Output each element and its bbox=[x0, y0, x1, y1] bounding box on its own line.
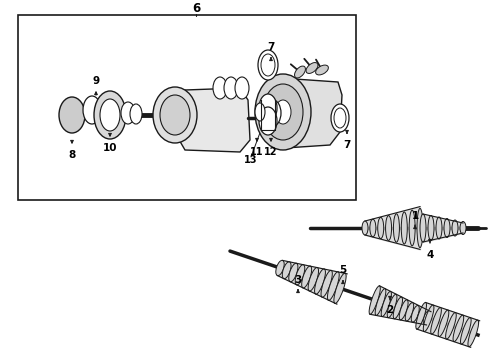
Bar bbox=[18, 15, 356, 200]
Ellipse shape bbox=[378, 217, 384, 239]
Ellipse shape bbox=[453, 315, 464, 342]
Text: 7: 7 bbox=[268, 42, 275, 52]
Text: 1: 1 bbox=[412, 211, 418, 221]
Ellipse shape bbox=[387, 294, 397, 318]
Ellipse shape bbox=[306, 63, 318, 73]
Ellipse shape bbox=[100, 99, 120, 131]
Ellipse shape bbox=[265, 100, 281, 126]
Ellipse shape bbox=[259, 94, 277, 122]
Ellipse shape bbox=[302, 266, 312, 288]
Polygon shape bbox=[416, 302, 480, 347]
Ellipse shape bbox=[420, 214, 426, 242]
Ellipse shape bbox=[59, 97, 85, 133]
Ellipse shape bbox=[121, 102, 135, 124]
Ellipse shape bbox=[444, 219, 450, 238]
Ellipse shape bbox=[362, 221, 368, 235]
Ellipse shape bbox=[275, 100, 291, 124]
Ellipse shape bbox=[235, 77, 249, 99]
Ellipse shape bbox=[375, 289, 386, 315]
Ellipse shape bbox=[224, 77, 238, 99]
Ellipse shape bbox=[316, 65, 328, 75]
Ellipse shape bbox=[94, 91, 126, 139]
Ellipse shape bbox=[331, 104, 349, 132]
Ellipse shape bbox=[276, 260, 284, 276]
Ellipse shape bbox=[423, 311, 430, 324]
Ellipse shape bbox=[386, 216, 392, 240]
Ellipse shape bbox=[255, 74, 311, 150]
Ellipse shape bbox=[399, 300, 408, 320]
Text: 9: 9 bbox=[93, 76, 99, 86]
Ellipse shape bbox=[431, 307, 441, 334]
Ellipse shape bbox=[460, 221, 466, 234]
Ellipse shape bbox=[409, 210, 415, 246]
Ellipse shape bbox=[289, 263, 298, 282]
Ellipse shape bbox=[417, 208, 423, 248]
Ellipse shape bbox=[130, 104, 142, 124]
Ellipse shape bbox=[258, 50, 278, 80]
Ellipse shape bbox=[417, 308, 425, 323]
Text: 6: 6 bbox=[192, 1, 200, 14]
Text: 4: 4 bbox=[426, 250, 434, 260]
Text: 3: 3 bbox=[294, 275, 302, 285]
Ellipse shape bbox=[436, 217, 442, 239]
Ellipse shape bbox=[334, 273, 346, 303]
Ellipse shape bbox=[153, 87, 197, 143]
Ellipse shape bbox=[308, 267, 318, 291]
Ellipse shape bbox=[452, 220, 458, 236]
Ellipse shape bbox=[393, 297, 402, 319]
Text: 7: 7 bbox=[343, 140, 351, 150]
Text: 10: 10 bbox=[103, 143, 117, 153]
Text: 12: 12 bbox=[264, 147, 278, 157]
Ellipse shape bbox=[369, 286, 380, 314]
Ellipse shape bbox=[321, 270, 332, 297]
Ellipse shape bbox=[83, 96, 101, 124]
Ellipse shape bbox=[263, 84, 303, 140]
Text: 11: 11 bbox=[250, 147, 264, 157]
Ellipse shape bbox=[315, 269, 325, 294]
Ellipse shape bbox=[468, 320, 479, 347]
Ellipse shape bbox=[295, 265, 305, 285]
Polygon shape bbox=[178, 88, 250, 152]
Ellipse shape bbox=[438, 310, 449, 337]
Ellipse shape bbox=[327, 272, 339, 300]
Ellipse shape bbox=[416, 302, 426, 329]
Text: 2: 2 bbox=[387, 305, 393, 315]
Ellipse shape bbox=[445, 312, 456, 339]
Ellipse shape bbox=[282, 262, 291, 279]
Ellipse shape bbox=[294, 66, 305, 78]
Ellipse shape bbox=[255, 103, 265, 121]
Ellipse shape bbox=[405, 303, 414, 321]
Text: 13: 13 bbox=[244, 155, 258, 165]
Text: 5: 5 bbox=[340, 265, 346, 275]
Ellipse shape bbox=[401, 212, 407, 244]
Ellipse shape bbox=[393, 214, 399, 242]
Ellipse shape bbox=[423, 305, 434, 332]
Ellipse shape bbox=[334, 108, 346, 128]
Ellipse shape bbox=[411, 305, 419, 322]
Polygon shape bbox=[277, 260, 347, 304]
Ellipse shape bbox=[370, 219, 376, 237]
Ellipse shape bbox=[259, 107, 277, 135]
Ellipse shape bbox=[381, 291, 392, 316]
Ellipse shape bbox=[461, 318, 471, 344]
Ellipse shape bbox=[160, 95, 190, 135]
Polygon shape bbox=[276, 78, 342, 148]
Ellipse shape bbox=[428, 216, 434, 240]
Ellipse shape bbox=[213, 77, 227, 99]
Ellipse shape bbox=[261, 54, 275, 76]
Ellipse shape bbox=[95, 100, 109, 122]
Text: 8: 8 bbox=[69, 150, 75, 160]
Polygon shape bbox=[370, 286, 431, 325]
